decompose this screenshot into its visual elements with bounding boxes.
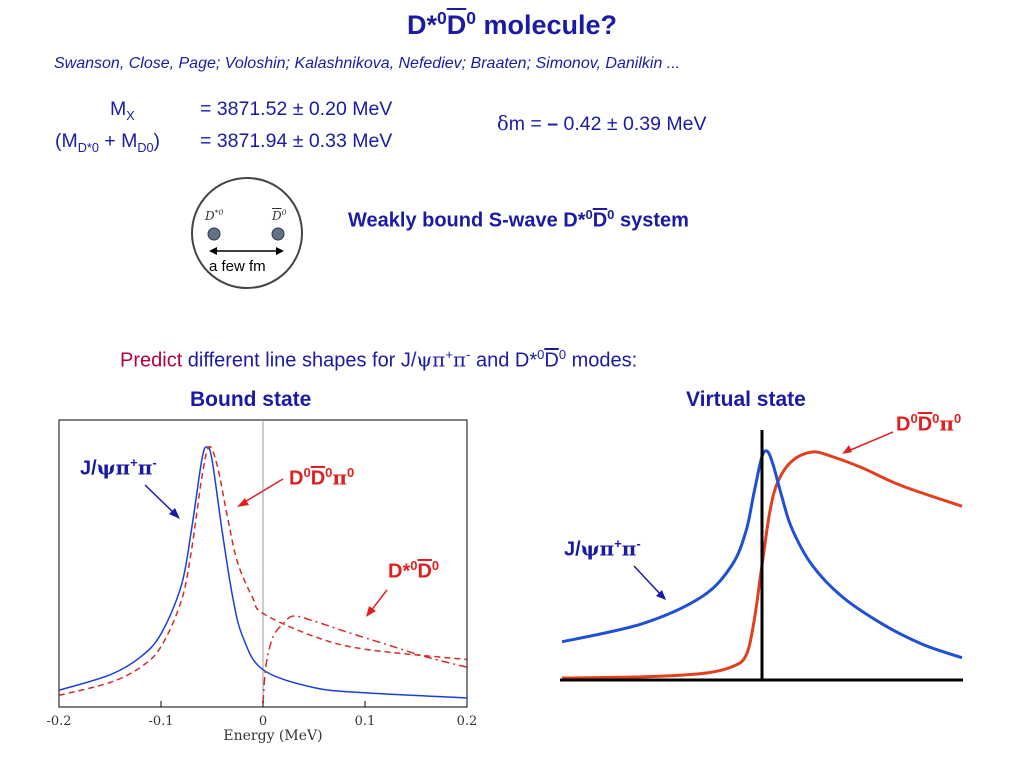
bound-state-chart: -0.2 -0.1 0 0.1 0.2 Energy (MeV) bbox=[46, 419, 478, 744]
mx-value: = 3871.52 ± 0.20 MeV bbox=[200, 98, 393, 120]
virtual-label-jpsi: J/ψπ+π- bbox=[564, 536, 641, 561]
bound-tick-label: 0 bbox=[259, 714, 267, 729]
virtual-series-1 bbox=[561, 449, 963, 660]
arrow-left-head bbox=[209, 247, 217, 255]
msum-value: = 3871.94 ± 0.33 MeV bbox=[200, 130, 393, 152]
weakly-bound-heading: Weakly bound S-wave D*0D0 system bbox=[348, 207, 689, 232]
virtual-state-heading: Virtual state bbox=[686, 388, 806, 411]
bound-label-jpsi: J/ψπ+π- bbox=[80, 455, 157, 480]
molecule-boundary-circle bbox=[191, 177, 303, 289]
bound-label-dd: D*0D0 bbox=[388, 558, 440, 583]
bound-tick-label: 0.1 bbox=[355, 714, 376, 729]
page-title: D*0D0 molecule? bbox=[406, 8, 618, 40]
mx-label: MX bbox=[110, 98, 135, 123]
bound-label-ddpi: D0D0π0 bbox=[289, 465, 355, 490]
virtual-label-ddpi: D0D0π0 bbox=[896, 411, 962, 436]
bound-series-2 bbox=[262, 615, 468, 704]
msum-label: (MD*0 + MD0) bbox=[55, 130, 161, 155]
arrow-right-head bbox=[276, 247, 284, 255]
bound-tick-label: -0.2 bbox=[46, 714, 71, 729]
diagram-distance-label: a few fm bbox=[209, 258, 266, 275]
delta-m: δm = – 0.42 ± 0.39 MeV bbox=[497, 112, 707, 135]
bound-state-heading: Bound state bbox=[190, 388, 312, 411]
dstar-particle bbox=[207, 227, 221, 241]
diagram-label-dstar: D*0 bbox=[205, 208, 224, 223]
molecule-diagram bbox=[191, 177, 303, 289]
diagram-label-dbar: D0 bbox=[272, 208, 287, 223]
predict-line: Predict different line shapes for J/ψπ+π… bbox=[120, 347, 638, 372]
bound-series-0 bbox=[58, 446, 468, 699]
bound-tick-label: -0.1 bbox=[148, 714, 173, 729]
virtual-state-chart bbox=[560, 430, 963, 682]
authors-line: Swanson, Close, Page; Voloshin; Kalashni… bbox=[54, 55, 681, 72]
bound-series-1 bbox=[58, 445, 468, 697]
bound-tick-label: 0.2 bbox=[457, 714, 478, 729]
bound-xlabel: Energy (MeV) bbox=[223, 728, 322, 744]
dbar-particle bbox=[271, 227, 285, 241]
virtual-series-0 bbox=[561, 450, 963, 680]
